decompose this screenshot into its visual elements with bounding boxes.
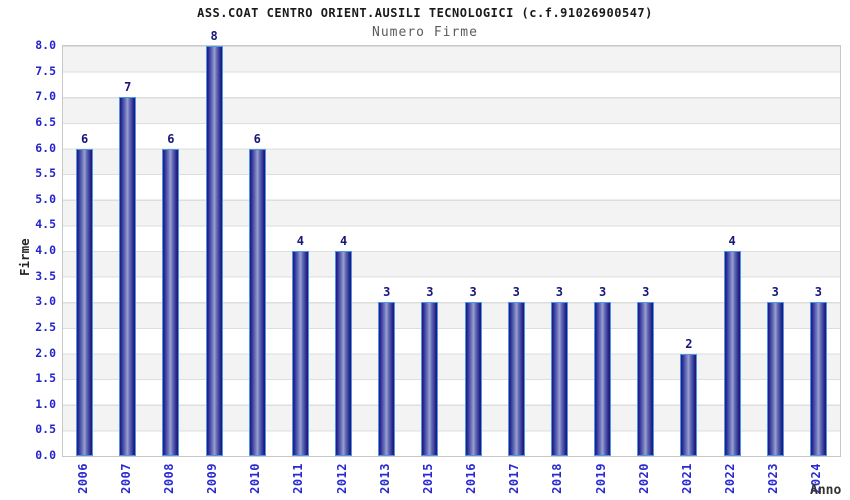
bar-2015 (421, 302, 439, 456)
bar-2021 (680, 353, 698, 456)
bar-2011 (291, 251, 309, 456)
bar-2017 (507, 302, 525, 456)
x-tick-label: 2015 (420, 463, 435, 494)
x-tick-label: 2022 (723, 463, 738, 494)
y-tick-label: 6.5 (35, 114, 56, 129)
bar-value-label: 3 (598, 285, 607, 300)
y-tick-label: 4.0 (35, 243, 56, 257)
x-tick-label: 2017 (507, 463, 522, 494)
bar-value-label: 3 (426, 285, 434, 300)
bar-value-label: 4 (296, 234, 305, 248)
y-tick-label: 6.0 (35, 140, 56, 155)
bar-value-label: 6 (167, 131, 175, 146)
chart-title: ASS.COAT CENTRO ORIENT.AUSILI TECNOLOGIC… (197, 6, 653, 20)
bar-value-label: 3 (771, 285, 779, 300)
y-tick-label: 0.5 (35, 422, 56, 437)
bar-value-label: 8 (210, 29, 218, 43)
y-tick-label: 8.0 (35, 38, 56, 52)
y-tick-label: 1.5 (35, 371, 56, 386)
bar-2006 (76, 148, 94, 456)
bar-2020 (637, 302, 655, 456)
x-tick-label: 2010 (248, 463, 263, 494)
y-tick-label: 3.5 (35, 268, 56, 283)
bar-value-label: 4 (339, 234, 348, 248)
bar-value-label: 6 (80, 131, 89, 146)
x-tick-label: 2012 (334, 463, 349, 494)
x-tick-label: 2019 (593, 463, 608, 494)
y-tick-label: 1.0 (35, 396, 56, 411)
bar-value-label: 3 (642, 285, 650, 300)
y-tick-label: 7.5 (35, 63, 56, 78)
bar-2018 (550, 302, 568, 456)
y-tick-label: 3.0 (35, 294, 56, 309)
x-tick-label: 2006 (75, 463, 90, 494)
bar-2010 (248, 148, 266, 456)
y-tick-label: 4.5 (35, 217, 56, 232)
bar-value-label: 4 (728, 234, 736, 248)
bar-2016 (464, 302, 482, 456)
x-tick-label: 2013 (377, 463, 392, 494)
bar-value-label: 6 (253, 131, 261, 146)
x-tick-label: 2011 (291, 463, 306, 494)
y-tick-label: 2.0 (35, 345, 56, 360)
bar-value-label: 3 (383, 285, 391, 300)
bar-2012 (335, 251, 353, 456)
y-tick-label: 5.0 (35, 191, 56, 206)
bar-2008 (162, 148, 180, 456)
x-tick-label: 2023 (766, 463, 781, 494)
x-tick-label: 2021 (679, 463, 694, 494)
bar-value-label: 3 (814, 285, 823, 300)
bar-value-label: 3 (469, 285, 477, 300)
bar-value-label: 7 (124, 80, 132, 95)
x-tick-label: 2008 (161, 463, 176, 494)
bar-value-label: 2 (685, 336, 693, 351)
bar-2024 (809, 302, 827, 456)
x-tick-label: 2007 (118, 463, 133, 494)
x-tick-label: 2020 (636, 463, 651, 494)
chart-subtitle: Numero Firme (372, 25, 478, 40)
bar-value-label: 3 (512, 285, 520, 300)
bar-2013 (378, 302, 396, 456)
bar-2022 (723, 251, 741, 456)
x-axis-title: Anno (810, 483, 842, 498)
x-tick-label: 2009 (205, 463, 220, 494)
y-tick-label: 0.0 (35, 448, 56, 462)
plot-area: 6 7 6 8 6 4 4 3 3 3 3 3 3 3 2 4 3 3 (62, 30, 841, 457)
bar-2023 (766, 302, 784, 456)
x-tick-label: 2016 (464, 463, 479, 494)
bar-value-label: 3 (555, 285, 564, 300)
y-tick-label: 5.5 (35, 166, 56, 181)
y-tick-label: 7.0 (35, 89, 56, 104)
y-tick-label: 2.5 (35, 319, 56, 334)
bar-2009 (205, 46, 223, 456)
bar-2007 (119, 97, 137, 456)
bar-2019 (594, 302, 612, 456)
x-tick-label: 2018 (550, 463, 565, 494)
